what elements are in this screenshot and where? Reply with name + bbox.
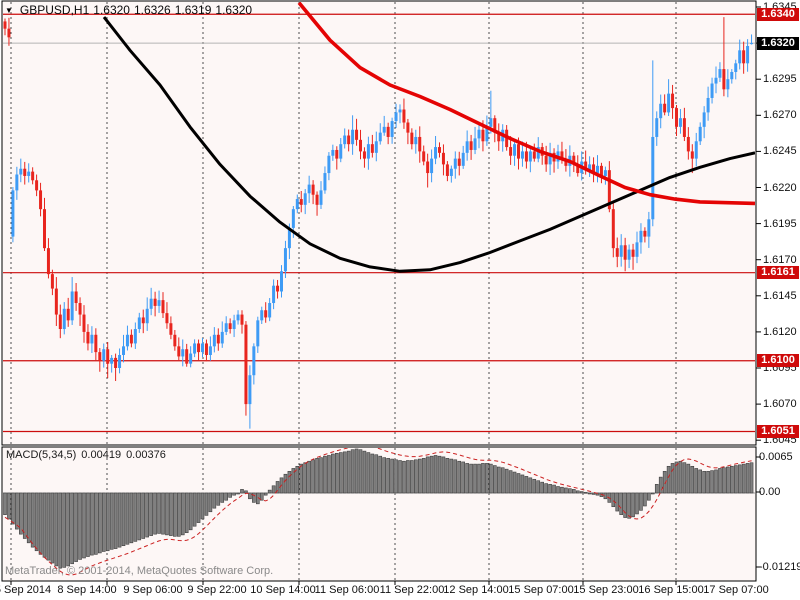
close-value: 1.6320	[215, 3, 253, 17]
symbol-dropdown-icon[interactable]: ▼	[5, 6, 13, 15]
level-price-badge: 1.6051	[757, 425, 799, 439]
macd-indicator-label: MACD(5,34,5) 0.00419 0.00376	[6, 449, 171, 461]
price-tick-label: 1.6195	[763, 217, 797, 230]
price-tick-label: 1.6120	[763, 325, 797, 338]
current-price-badge: 1.6320	[757, 36, 799, 50]
time-tick-label: 9 Sep 22:00	[187, 584, 247, 596]
level-price-badge: 1.6340	[757, 7, 799, 21]
time-tick-label: 9 Sep 06:00	[123, 584, 183, 596]
macd-tick-label: -0.01219	[759, 561, 800, 573]
time-tick-label: 11 Sep 06:00	[314, 584, 380, 596]
macd-name: MACD(5,34,5)	[6, 449, 77, 461]
level-price-badge: 1.6100	[757, 354, 799, 368]
price-tick-label: 1.6170	[763, 253, 797, 266]
time-tick-label: 11 Sep 22:00	[379, 584, 445, 596]
symbol-timeframe-label: GBPUSD,H1	[19, 3, 90, 17]
time-tick-label: 15 Sep 23:00	[573, 584, 639, 596]
time-tick-label: 17 Sep 07:00	[703, 584, 769, 596]
time-tick-label: 16 Sep 15:00	[638, 584, 704, 596]
time-tick-label: 8 Sep 14:00	[57, 584, 117, 596]
time-tick-label: 5 Sep 2014	[0, 584, 52, 596]
price-tick-label: 1.6220	[763, 181, 797, 194]
price-tick-label: 1.6070	[763, 398, 797, 411]
price-tick-label: 1.6295	[763, 73, 797, 86]
time-tick-label: 12 Sep 14:00	[443, 584, 509, 596]
price-tick-label: 1.6245	[763, 145, 797, 158]
macd-signal-value: 0.00376	[126, 449, 166, 461]
high-value: 1.6326	[133, 3, 171, 17]
level-price-badge: 1.6161	[757, 266, 799, 280]
price-tick-label: 1.6270	[763, 109, 797, 122]
open-value: 1.6320	[93, 3, 130, 17]
macd-tick-label: 0.0065	[759, 451, 793, 463]
low-value: 1.6319	[174, 3, 212, 17]
time-tick-label: 15 Sep 07:00	[508, 584, 574, 596]
macd-tick-label: 0.00	[759, 486, 781, 498]
symbol-ohlc-readout: ▼ GBPUSD,H1 1.6320 1.6326 1.6319 1.6320	[5, 3, 256, 17]
price-tick-label: 1.6145	[763, 289, 797, 302]
watermark-text: MetaTrader, © 2001-2014, MetaQuotes Soft…	[5, 565, 274, 577]
macd-main-value: 0.00419	[81, 449, 122, 461]
time-tick-label: 10 Sep 14:00	[250, 584, 316, 596]
